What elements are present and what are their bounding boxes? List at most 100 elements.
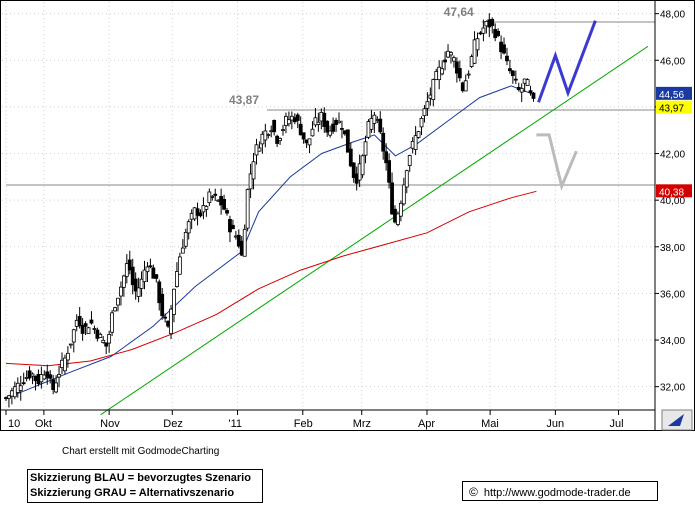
candle-body: [92, 328, 97, 330]
candle-body: [413, 135, 418, 150]
candle-body: [177, 256, 182, 275]
candle-body: [145, 266, 150, 273]
candle-body: [133, 278, 138, 292]
candle-body: [328, 130, 333, 136]
candle-body: [348, 148, 353, 167]
candle-body: [472, 39, 477, 64]
candle-body: [248, 173, 253, 190]
value-marker-label: 43,97: [659, 104, 684, 115]
legend-blue: Skizzierung BLAU = bevorzugtes Szenario: [30, 472, 251, 484]
candle-body: [151, 267, 156, 279]
candle-body: [322, 112, 327, 128]
x-tick-label: Okt: [35, 418, 52, 430]
level-label: 43,87: [229, 93, 259, 107]
candle-body: [7, 395, 11, 399]
website-link[interactable]: © http://www.godmode-trader.de: [462, 481, 658, 501]
y-tick-label: 36,00: [660, 289, 685, 300]
trendline-line: [100, 45, 649, 416]
candle-body: [257, 147, 262, 152]
candle-body: [116, 297, 120, 306]
candle-body: [452, 57, 456, 62]
x-tick-label: Dez: [163, 418, 183, 430]
candle-body: [104, 342, 109, 347]
candle-body: [298, 123, 303, 136]
y-tick-label: 48,00: [660, 10, 685, 21]
y-tick-label: 46,00: [660, 56, 685, 67]
candle-body: [307, 138, 312, 146]
x-tick-label: Jun: [546, 418, 564, 430]
candle-body: [337, 120, 341, 124]
y-axis: 32,0034,0036,0038,0040,0042,0044,0046,00…: [654, 0, 692, 430]
candle-body: [431, 79, 436, 101]
candle-body: [425, 101, 430, 109]
candle-body: [127, 259, 132, 271]
candle-body: [340, 128, 344, 130]
candle-body: [107, 334, 112, 344]
candle-body: [83, 323, 88, 327]
scenario-blue-sketch: [537, 20, 597, 103]
candle-body: [508, 68, 512, 72]
y-tick-label: 38,00: [660, 243, 685, 254]
x-tick-label: Nov: [100, 418, 120, 430]
candle-body: [63, 357, 67, 372]
candle-body: [204, 206, 209, 210]
candle-body: [251, 161, 256, 180]
candle-body: [30, 373, 35, 377]
candle-body: [443, 59, 447, 63]
candle-body: [519, 87, 524, 93]
candle-body: [139, 278, 144, 289]
candle-body: [401, 184, 406, 205]
candle-body: [54, 382, 58, 393]
candle-body: [57, 374, 61, 378]
value-marker-label: 40,38: [659, 187, 684, 198]
candle-body: [86, 327, 91, 335]
candle-body: [71, 329, 76, 343]
candle-body: [310, 128, 315, 137]
candle-body: [416, 131, 421, 138]
x-tick-label: Feb: [294, 418, 313, 430]
candle-body: [160, 293, 165, 316]
candle-body: [186, 221, 191, 234]
candle-body: [481, 27, 486, 34]
candle-body: [245, 189, 250, 229]
candle-body: [18, 385, 23, 391]
candle-body: [345, 129, 350, 153]
candle-body: [525, 79, 530, 86]
candle-body: [183, 231, 188, 247]
scroll-arrow-group[interactable]: [661, 409, 693, 431]
website-url[interactable]: http://www.godmode-trader.de: [483, 487, 631, 499]
candle-body: [157, 281, 162, 304]
candle-body: [89, 319, 94, 324]
candle-body: [404, 170, 409, 188]
arrow-icon: [668, 414, 684, 426]
candle-body: [398, 202, 403, 217]
candle-body: [384, 151, 389, 164]
x-tick-label: 10: [8, 418, 20, 430]
value-marker-box: [656, 86, 692, 100]
candle-body: [163, 316, 168, 319]
candle-body: [454, 61, 459, 74]
candle-body: [175, 271, 179, 287]
y-tick-label: 42,00: [660, 150, 685, 161]
copyright-icon: ©: [469, 485, 478, 499]
candle-body: [287, 119, 291, 125]
candle-body: [496, 30, 501, 36]
candle-body: [378, 118, 383, 133]
level-label: 47,64: [444, 5, 474, 19]
candle-body: [466, 73, 471, 76]
candle-body: [528, 90, 533, 94]
x-tick-label: Mrz: [353, 418, 371, 430]
candle-body: [136, 287, 141, 297]
moving-average-slow-line: [5, 190, 537, 367]
candle-body: [502, 44, 506, 54]
candle-body: [531, 92, 536, 99]
candle-body: [172, 288, 176, 315]
candle-body: [198, 212, 203, 217]
chart-frame: [0, 0, 695, 431]
candle-body: [98, 333, 103, 338]
value-marker-label: 44,56: [659, 90, 684, 101]
candle-body: [236, 234, 241, 247]
candle-body: [316, 121, 321, 125]
